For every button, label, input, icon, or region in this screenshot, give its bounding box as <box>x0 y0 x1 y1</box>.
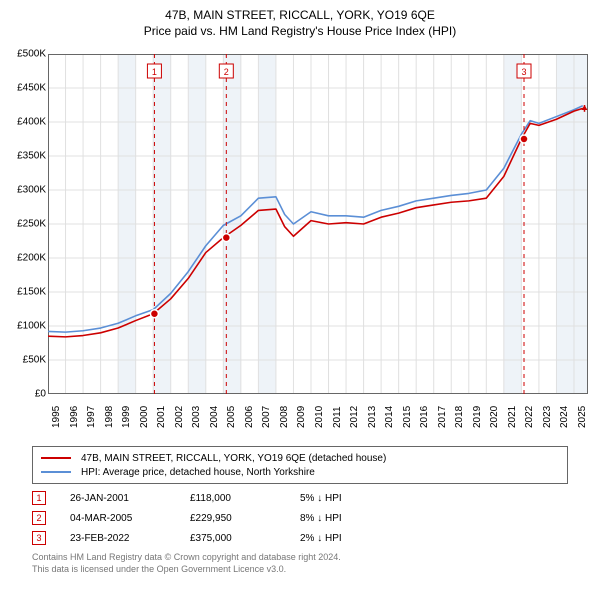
svg-text:3: 3 <box>521 67 526 77</box>
x-tick-label: 2003 <box>191 406 202 428</box>
annotation-row: 3 23-FEB-2022£375,0002% ↓ HPI <box>32 528 568 548</box>
annotation-row: 2 04-MAR-2005£229,9508% ↓ HPI <box>32 508 568 528</box>
chart-title-sub: Price paid vs. HM Land Registry's House … <box>0 24 600 38</box>
x-tick-label: 2005 <box>226 406 237 428</box>
x-tick-label: 2024 <box>559 406 570 428</box>
x-tick-label: 2017 <box>437 406 448 428</box>
annotation-date: 26-JAN-2001 <box>70 493 190 504</box>
y-tick-label: £250K <box>17 219 46 230</box>
y-tick-label: £300K <box>17 185 46 196</box>
x-tick-label: 2025 <box>577 406 588 428</box>
y-tick-label: £500K <box>17 49 46 60</box>
x-tick-label: 1999 <box>121 406 132 428</box>
annotation-badge: 1 <box>32 491 46 505</box>
legend-label: 47B, MAIN STREET, RICCALL, YORK, YO19 6Q… <box>81 453 386 464</box>
footer-line-2: This data is licensed under the Open Gov… <box>32 564 341 576</box>
footer-line-1: Contains HM Land Registry data © Crown c… <box>32 552 341 564</box>
legend-item: HPI: Average price, detached house, Nort… <box>41 465 559 479</box>
x-tick-label: 2006 <box>244 406 255 428</box>
annotation-badge: 3 <box>32 531 46 545</box>
chart-plot-area: 1 2 3 <box>48 54 588 394</box>
x-tick-label: 2008 <box>279 406 290 428</box>
annotation-price: £229,950 <box>190 513 300 524</box>
svg-text:1: 1 <box>152 67 157 77</box>
legend-swatch-1 <box>41 471 71 473</box>
y-tick-label: £150K <box>17 287 46 298</box>
x-tick-label: 2000 <box>139 406 150 428</box>
chart-svg: 1 2 3 <box>48 54 588 394</box>
y-tick-label: £0 <box>35 389 46 400</box>
x-tick-label: 2002 <box>174 406 185 428</box>
x-tick-label: 1995 <box>51 406 62 428</box>
x-tick-label: 1998 <box>104 406 115 428</box>
annotation-date: 04-MAR-2005 <box>70 513 190 524</box>
legend-label: HPI: Average price, detached house, Nort… <box>81 467 315 478</box>
x-tick-label: 2022 <box>524 406 535 428</box>
y-tick-label: £400K <box>17 117 46 128</box>
x-tick-label: 2016 <box>419 406 430 428</box>
sale-annotations: 1 26-JAN-2001£118,0005% ↓ HPI 2 04-MAR-2005… <box>32 488 568 548</box>
x-tick-label: 1997 <box>86 406 97 428</box>
x-tick-label: 2009 <box>296 406 307 428</box>
annotation-pct: 2% ↓ HPI <box>300 533 400 544</box>
footer-attribution: Contains HM Land Registry data © Crown c… <box>32 552 341 575</box>
x-tick-label: 2018 <box>454 406 465 428</box>
legend-item: 47B, MAIN STREET, RICCALL, YORK, YO19 6Q… <box>41 451 559 465</box>
y-tick-label: £50K <box>23 355 46 366</box>
annotation-badge: 2 <box>32 511 46 525</box>
x-tick-label: 2021 <box>507 406 518 428</box>
x-tick-label: 1996 <box>69 406 80 428</box>
x-tick-label: 2023 <box>542 406 553 428</box>
x-tick-label: 2019 <box>472 406 483 428</box>
x-tick-label: 2015 <box>402 406 413 428</box>
x-tick-label: 2007 <box>261 406 272 428</box>
x-tick-label: 2013 <box>367 406 378 428</box>
legend-swatch-0 <box>41 457 71 459</box>
x-tick-label: 2020 <box>489 406 500 428</box>
annotation-pct: 5% ↓ HPI <box>300 493 400 504</box>
x-tick-label: 2001 <box>156 406 167 428</box>
x-tick-label: 2004 <box>209 406 220 428</box>
x-tick-label: 2011 <box>332 406 343 428</box>
x-tick-label: 2010 <box>314 406 325 428</box>
svg-text:2: 2 <box>224 67 229 77</box>
annotation-price: £375,000 <box>190 533 300 544</box>
annotation-pct: 8% ↓ HPI <box>300 513 400 524</box>
legend: 47B, MAIN STREET, RICCALL, YORK, YO19 6Q… <box>32 446 568 484</box>
x-tick-label: 2012 <box>349 406 360 428</box>
y-tick-label: £200K <box>17 253 46 264</box>
y-tick-label: £450K <box>17 83 46 94</box>
y-tick-label: £100K <box>17 321 46 332</box>
chart-title-main: 47B, MAIN STREET, RICCALL, YORK, YO19 6Q… <box>0 8 600 22</box>
y-tick-label: £350K <box>17 151 46 162</box>
annotation-price: £118,000 <box>190 493 300 504</box>
x-tick-label: 2014 <box>384 406 395 428</box>
annotation-row: 1 26-JAN-2001£118,0005% ↓ HPI <box>32 488 568 508</box>
annotation-date: 23-FEB-2022 <box>70 533 190 544</box>
